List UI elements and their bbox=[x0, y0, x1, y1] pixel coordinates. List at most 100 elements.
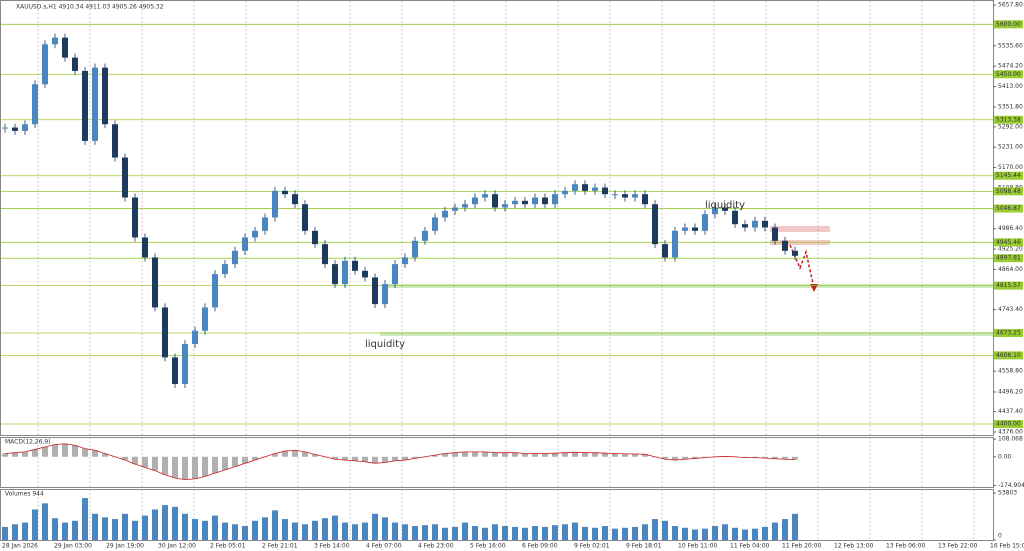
y-tick-label: 4376.00 bbox=[998, 429, 1023, 436]
macd-bar bbox=[302, 451, 308, 457]
candle bbox=[12, 127, 18, 131]
macd-bar bbox=[192, 456, 198, 479]
volume-bar bbox=[202, 520, 208, 540]
candle bbox=[402, 257, 408, 265]
level-label: 4897.81 bbox=[996, 255, 1021, 262]
volume-bar bbox=[672, 526, 678, 540]
volume-bar bbox=[502, 526, 508, 540]
macd-bar bbox=[352, 456, 358, 461]
macd-bar bbox=[692, 456, 698, 459]
macd-bar bbox=[2, 453, 8, 457]
candle bbox=[22, 124, 28, 131]
main-pane bbox=[0, 0, 994, 436]
volume-bar bbox=[242, 526, 248, 540]
candle bbox=[502, 204, 508, 208]
macd-bar bbox=[702, 456, 708, 458]
candle bbox=[512, 200, 518, 205]
y-tick-label: 5351.80 bbox=[998, 103, 1023, 110]
zone bbox=[385, 284, 993, 288]
volume-bar bbox=[432, 524, 438, 540]
volume-bar bbox=[182, 513, 188, 540]
y-tick-label: 5657.80 bbox=[998, 2, 1023, 9]
y-tick-label: 0 bbox=[998, 533, 1002, 540]
x-tick-label: 28 Jan 2026 bbox=[2, 543, 38, 550]
volume-bar bbox=[692, 529, 698, 540]
volume-bar bbox=[252, 520, 258, 540]
y-tick-label: 4558.80 bbox=[998, 368, 1023, 375]
candle bbox=[182, 344, 188, 385]
volume-bar bbox=[362, 522, 368, 540]
candle bbox=[472, 197, 478, 205]
candle bbox=[752, 220, 758, 228]
volume-bar bbox=[52, 518, 58, 540]
y-tick-label: 4496.20 bbox=[998, 388, 1023, 395]
volume-bar bbox=[392, 522, 398, 540]
level-label: 4673.25 bbox=[996, 329, 1021, 336]
candle bbox=[412, 240, 418, 258]
level-label: 5313.38 bbox=[996, 116, 1021, 123]
volume-bar bbox=[412, 526, 418, 540]
candle bbox=[352, 260, 358, 271]
macd-bar bbox=[622, 453, 628, 457]
macd-bar bbox=[12, 452, 18, 457]
macd-bar bbox=[762, 456, 768, 459]
macd-bar bbox=[382, 456, 388, 463]
x-tick-label: 2 Feb 05:01 bbox=[210, 543, 246, 550]
x-tick-label: 29 Jan 03:00 bbox=[54, 543, 92, 550]
candle bbox=[122, 157, 128, 198]
x-tick-label: 29 Jan 19:00 bbox=[106, 543, 144, 550]
candle bbox=[532, 197, 538, 205]
volume-bar bbox=[762, 526, 768, 540]
volume-bar bbox=[142, 515, 148, 540]
x-tick-label: 13 Feb 22:00 bbox=[938, 543, 978, 550]
macd-bar bbox=[442, 453, 448, 457]
candle bbox=[342, 260, 348, 285]
x-tick-label: 9 Feb 18:01 bbox=[626, 543, 662, 550]
macd-bar bbox=[522, 453, 528, 457]
macd-bar bbox=[22, 451, 28, 457]
candle bbox=[242, 237, 248, 251]
macd-bar bbox=[792, 456, 798, 460]
volume-bar bbox=[112, 519, 118, 540]
candle bbox=[212, 274, 218, 308]
level-label: 5600.00 bbox=[996, 21, 1021, 28]
volume-bar bbox=[332, 515, 338, 540]
y-tick-label: 4925.20 bbox=[998, 246, 1023, 253]
volume-bar bbox=[262, 517, 268, 540]
macd-bar bbox=[532, 453, 538, 457]
volume-bar bbox=[642, 524, 648, 540]
macd-bar bbox=[102, 453, 108, 457]
volume-bar bbox=[352, 524, 358, 540]
volume-bar bbox=[722, 524, 728, 540]
y-tick-label: 5535.60 bbox=[998, 42, 1023, 49]
volume-bar bbox=[162, 505, 168, 540]
macd-bar bbox=[682, 456, 688, 460]
x-tick-label: 30 Jan 12:00 bbox=[158, 543, 196, 550]
candle bbox=[572, 184, 578, 191]
level-label: 5098.48 bbox=[996, 188, 1021, 195]
level-label: 5450.00 bbox=[996, 71, 1021, 78]
volume-bar bbox=[552, 525, 558, 540]
level-label: 4815.57 bbox=[996, 282, 1021, 289]
macd-bar bbox=[672, 456, 678, 461]
level-tag bbox=[994, 187, 1023, 196]
candle bbox=[302, 204, 308, 231]
volume-bar bbox=[22, 522, 28, 540]
candle bbox=[782, 240, 788, 251]
volume-bar bbox=[682, 527, 688, 540]
x-tick-label: 9 Feb 02:01 bbox=[574, 543, 610, 550]
macd-bar bbox=[742, 456, 748, 458]
volume-pane bbox=[0, 489, 994, 541]
candle bbox=[772, 227, 778, 241]
candle bbox=[112, 124, 118, 158]
x-tick-label: 13 Feb 06:00 bbox=[886, 543, 926, 550]
macd-bar bbox=[72, 445, 78, 457]
y-tick-label: -174.904 bbox=[998, 482, 1024, 489]
candle bbox=[272, 190, 278, 218]
level-label: 5145.44 bbox=[996, 172, 1021, 179]
macd-bar bbox=[662, 456, 668, 460]
volume-bar bbox=[662, 520, 668, 540]
macd-pane bbox=[0, 437, 994, 488]
macd-bar bbox=[492, 452, 498, 457]
